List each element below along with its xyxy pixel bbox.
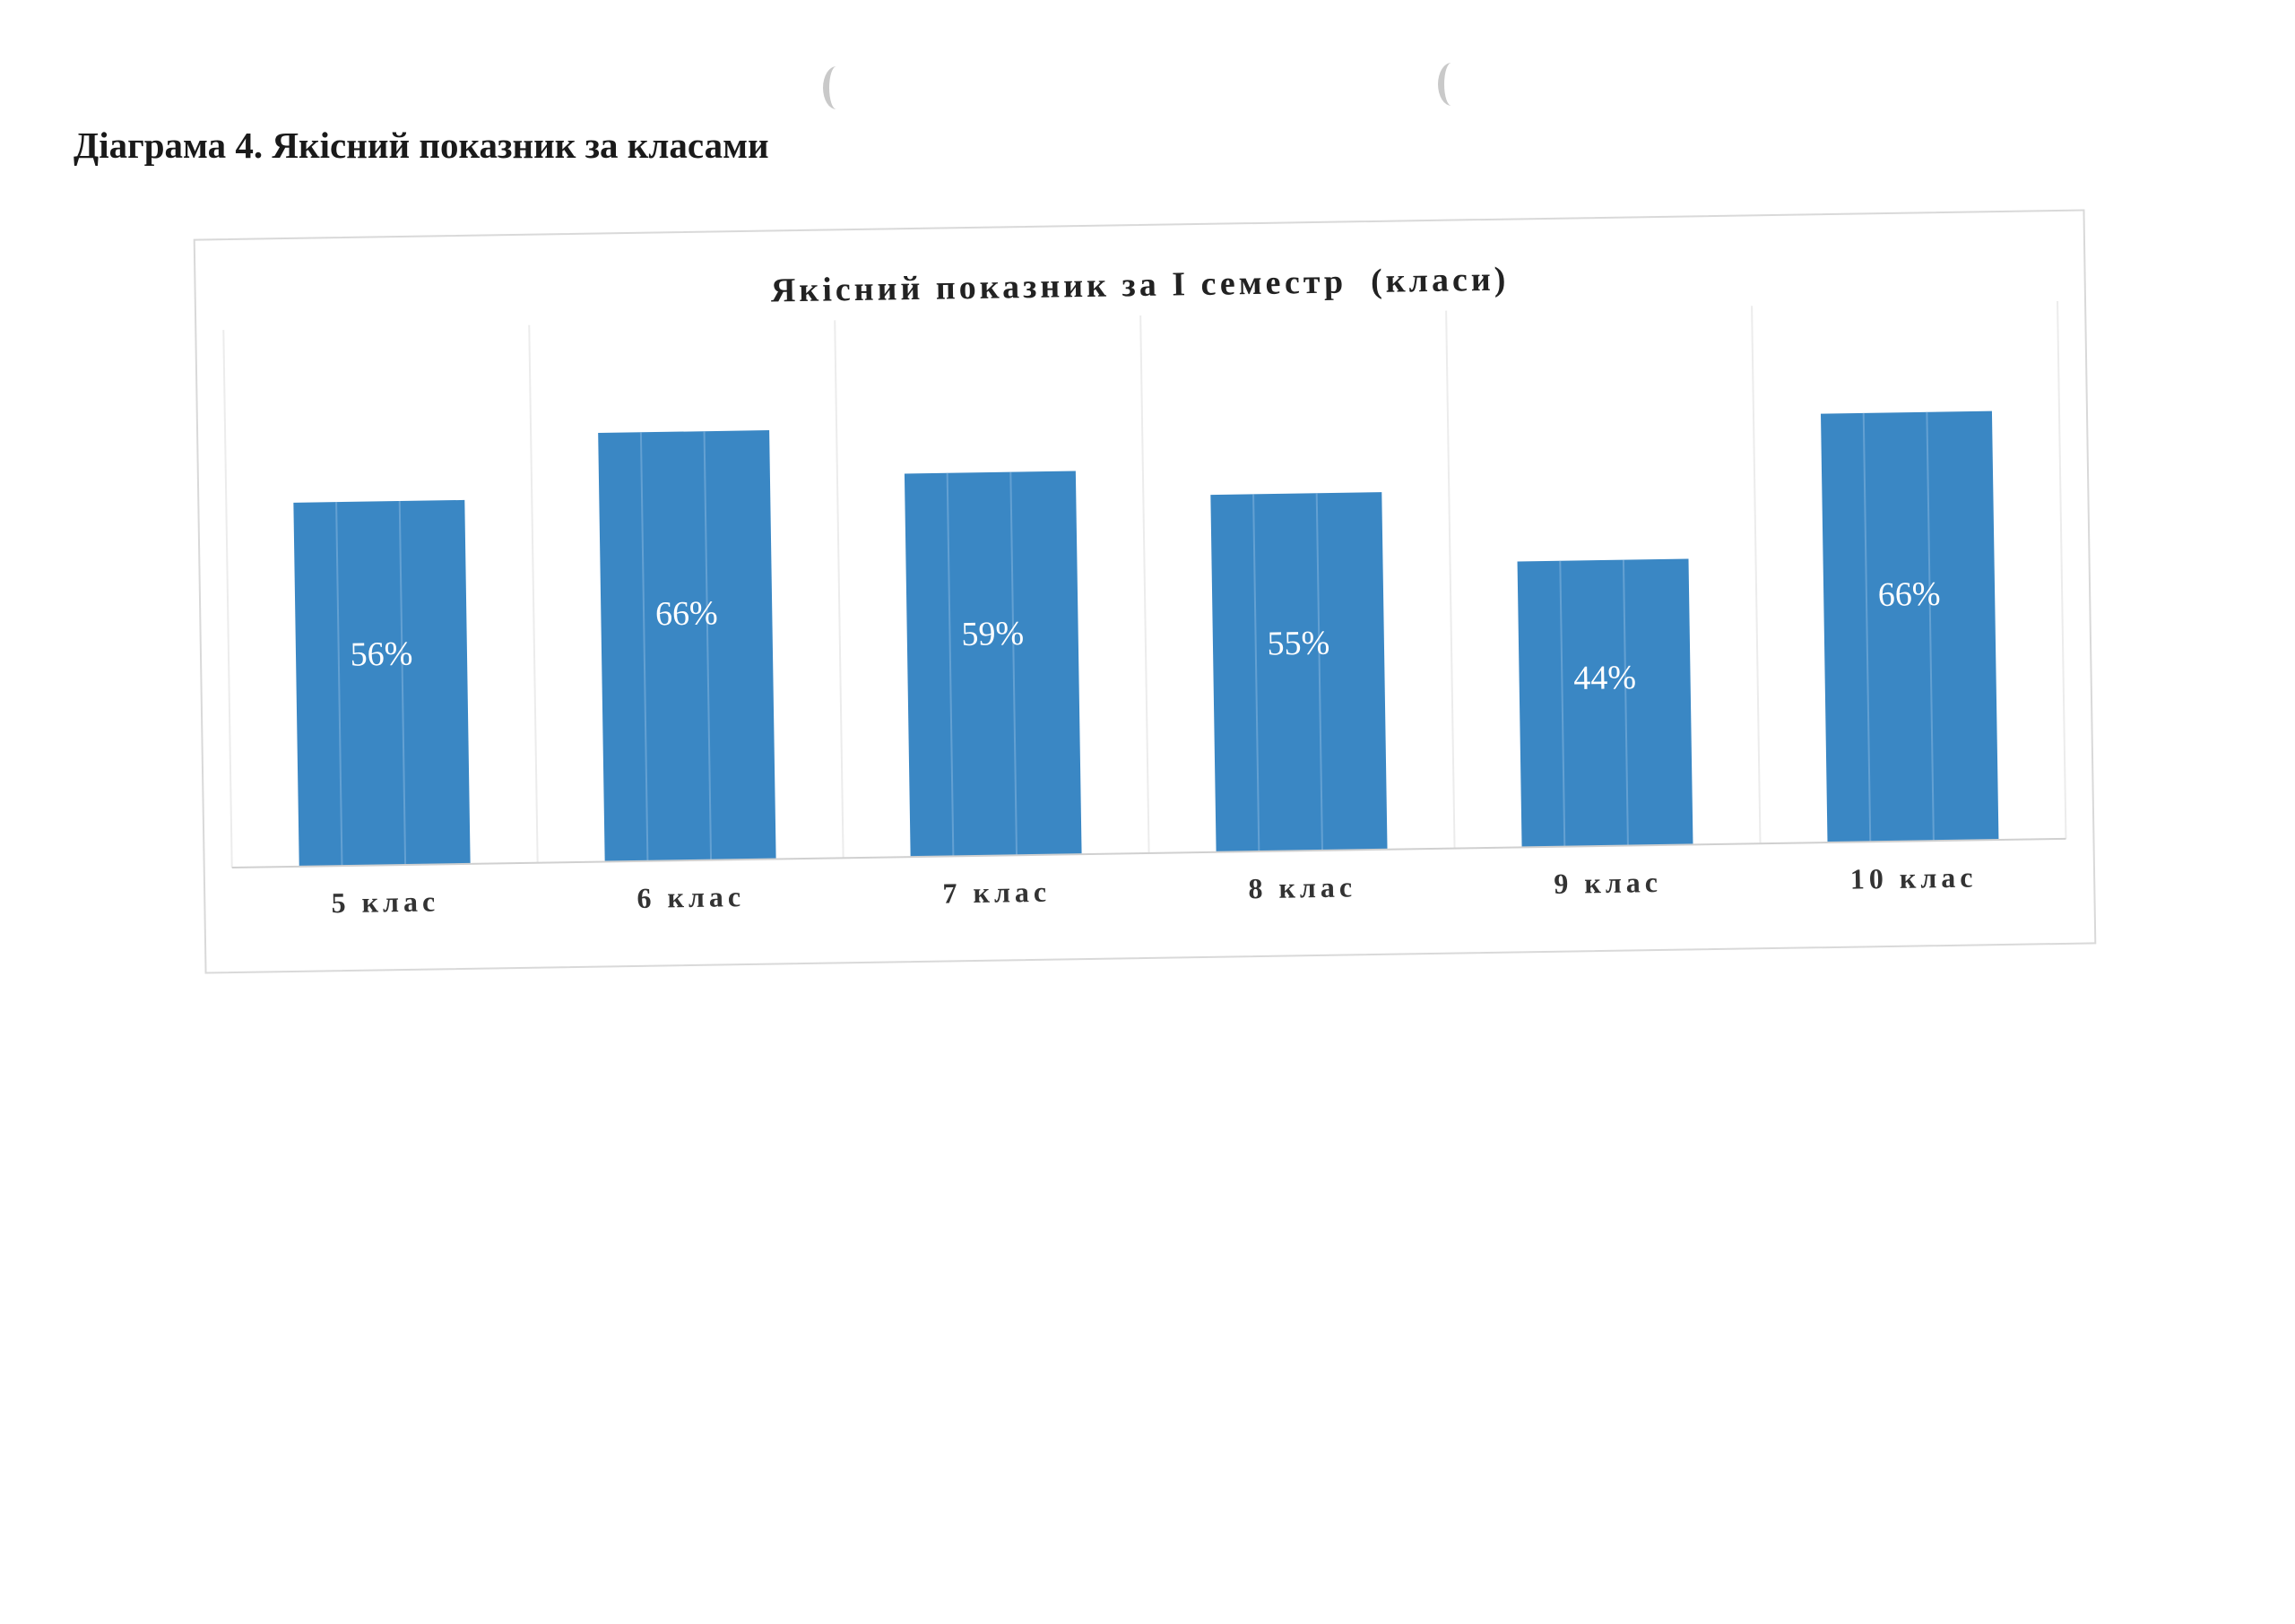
grid-line (1751, 306, 1762, 844)
bar-streak (1862, 412, 1872, 842)
data-label-layer: 56% 66% 59% 55% 44% 66% (350, 575, 1941, 697)
bar-streak (335, 502, 343, 867)
data-label: 66% (1878, 575, 1941, 614)
x-tick-label: 8 клас (1248, 870, 1356, 904)
bar (1820, 410, 1999, 843)
bar-streak (1009, 471, 1018, 856)
x-tick-label: 6 клас (637, 880, 745, 914)
chart-title: Якісний показник за І семестр (класи) (771, 261, 1510, 310)
bar-streak (639, 432, 649, 861)
bar-streak (1622, 559, 1629, 846)
grid-line (2057, 300, 2067, 839)
x-axis-line (231, 837, 2066, 869)
x-tick-label: 5 клас (331, 885, 439, 919)
x-tick-label: 7 клас (942, 876, 1051, 910)
bar-streak (398, 501, 407, 866)
binder-ring-left-icon (823, 66, 850, 109)
grid-layer (222, 300, 2067, 868)
grid-line (1445, 310, 1456, 849)
bar-streak (946, 472, 955, 857)
document-heading: Діаграма 4. Якісний показник за класами (74, 125, 769, 166)
bar-streak (1315, 493, 1323, 851)
bar-chart: Якісний показник за І семестр (класи) 56… (222, 261, 2067, 919)
data-label: 56% (350, 635, 412, 674)
data-label: 44% (1573, 659, 1636, 697)
x-tick-layer: 5 клас 6 клас 7 клас 8 клас 9 клас 10 клас (331, 860, 1977, 919)
bar (904, 471, 1082, 858)
x-tick-label: 10 клас (1850, 860, 1978, 894)
bar (1210, 492, 1388, 852)
x-tick-label: 9 клас (1554, 866, 1662, 900)
bar (1517, 558, 1693, 848)
data-label: 66% (655, 594, 718, 633)
chart-frame: Якісний показник за І семестр (класи) 56… (193, 209, 2097, 974)
bar-streak (1559, 560, 1566, 847)
bar (598, 430, 776, 862)
bar-streak (1252, 494, 1260, 852)
bar (293, 499, 471, 867)
data-label: 55% (1267, 624, 1329, 662)
bar-streak (1926, 411, 1935, 842)
grid-line (834, 320, 844, 859)
bar-layer (293, 410, 1999, 867)
data-label: 59% (961, 615, 1024, 653)
binder-ring-right-icon (1438, 63, 1465, 106)
grid-line (1139, 315, 1150, 853)
bar-streak (703, 431, 713, 860)
grid-line (222, 330, 233, 868)
grid-line (528, 324, 539, 863)
